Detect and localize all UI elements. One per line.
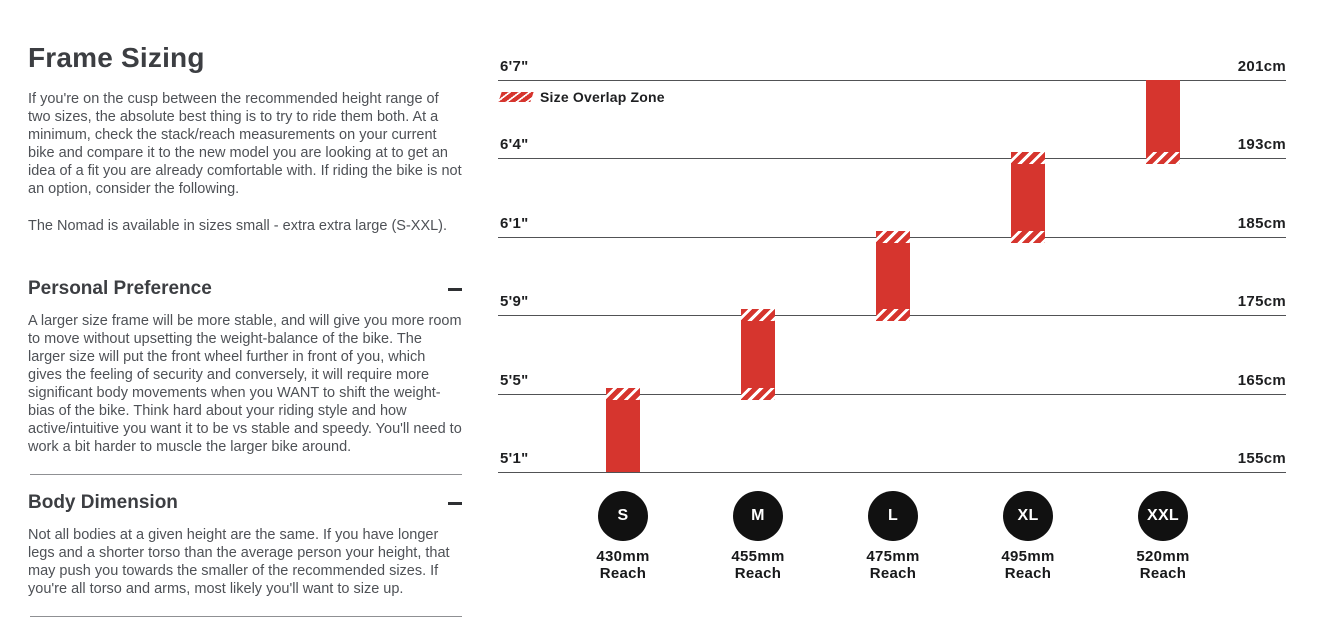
section-title: Body Dimension [28,492,178,513]
height-tick-metric: 155cm [1237,450,1286,467]
overlap-zone-top [876,231,910,243]
page-title: Frame Sizing [28,42,205,73]
overlap-zone-bottom [1146,152,1180,164]
reach-label-xxl: 520mm Reach [1103,548,1223,582]
height-tick-imperial: 5'9" [500,293,529,310]
section-body-dimension: Body Dimension Not all bodies at a given… [28,492,462,598]
reach-value: 475mm [866,548,920,565]
reach-value: 430mm [596,548,650,565]
height-tick-metric: 193cm [1237,136,1286,153]
chart-legend: Size Overlap Zone [498,89,665,105]
reach-caption: Reach [869,565,917,582]
size-circle-m: M [733,491,783,541]
reach-value: 495mm [1001,548,1055,565]
overlap-zone-top [1011,152,1045,164]
reach-label-m: 455mm Reach [698,548,818,582]
section-divider [30,474,462,475]
size-range-bar-l [876,231,910,321]
section-body: Not all bodies at a given height are the… [28,527,450,597]
overlap-zone-top [741,309,775,321]
size-circle-s: S [598,491,648,541]
height-tick-imperial: 6'7" [500,58,529,75]
height-tick-metric: 165cm [1237,372,1286,389]
height-tick-metric: 201cm [1237,58,1286,75]
overlap-zone-bottom [741,388,775,400]
height-tick-imperial: 5'5" [500,372,529,389]
section-title: Personal Preference [28,278,212,299]
section-body: A larger size frame will be more stable,… [28,313,462,455]
height-tick-metric: 185cm [1237,215,1286,232]
reach-label-s: 430mm Reach [563,548,683,582]
height-gridline [498,158,1286,159]
height-tick-imperial: 5'1" [500,450,529,467]
reach-caption: Reach [1004,565,1052,582]
reach-caption: Reach [599,565,647,582]
size-circle-l: L [868,491,918,541]
size-range-bar-xl [1011,152,1045,243]
size-circle-xl: XL [1003,491,1053,541]
overlap-zone-swatch-icon [498,92,534,102]
accordion-toggle-personal-preference[interactable]: Personal Preference [28,278,462,300]
frame-sizing-chart: Size Overlap Zone 6'7" 201cm 6'4" 193cm 6'1"… [498,0,1286,621]
overlap-zone-bottom [876,309,910,321]
size-circle-xxl: XXL [1138,491,1188,541]
overlap-zone-top [606,388,640,400]
height-tick-imperial: 6'4" [500,136,529,153]
reach-value: 520mm [1136,548,1190,565]
height-gridline [498,394,1286,395]
height-tick-imperial: 6'1" [500,215,529,232]
size-range-bar-xxl [1146,80,1180,164]
collapse-minus-icon [448,287,462,291]
reach-value: 455mm [731,548,785,565]
collapse-minus-icon [448,501,462,505]
size-range-bar-s [606,388,640,472]
reach-label-l: 475mm Reach [833,548,953,582]
availability-paragraph: The Nomad is available in sizes small - … [28,218,448,234]
overlap-zone-bottom [1011,231,1045,243]
height-gridline [498,472,1286,473]
accordion-toggle-body-dimension[interactable]: Body Dimension [28,492,462,514]
legend-label: Size Overlap Zone [540,89,665,105]
height-gridline [498,80,1286,81]
height-tick-metric: 175cm [1237,293,1286,310]
reach-label-xl: 495mm Reach [968,548,1088,582]
intro-paragraph: If you're on the cusp between the recomm… [28,91,462,197]
section-divider [30,616,462,617]
reach-caption: Reach [1139,565,1187,582]
section-personal-preference: Personal Preference A larger size frame … [28,278,462,456]
size-range-bar-m [741,309,775,400]
frame-sizing-article: Frame Sizing If you're on the cusp betwe… [28,42,462,617]
reach-caption: Reach [734,565,782,582]
